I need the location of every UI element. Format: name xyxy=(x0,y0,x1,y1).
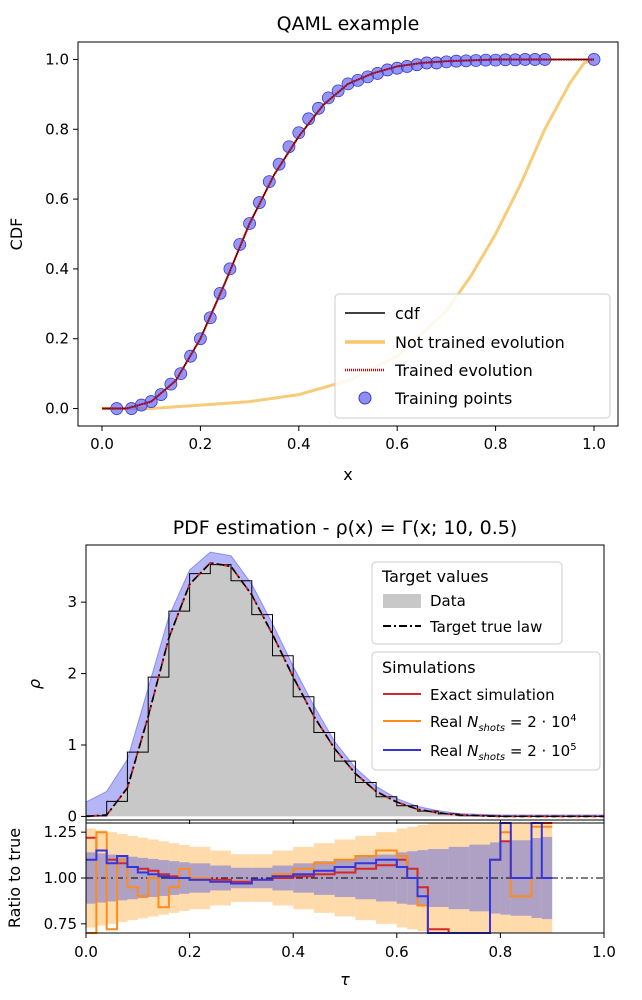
ratio-x-label: τ xyxy=(340,970,350,989)
pdf-legend-target-title: Target values xyxy=(381,567,489,586)
legend-target-law-label: Target true law xyxy=(429,618,542,636)
pdf-legend-simulations: Simulations Exact simulation Real Nshots… xyxy=(371,651,601,771)
training-point xyxy=(312,101,325,115)
ratio-x-tick-label: 1.0 xyxy=(592,943,616,961)
qaml-y-label: CDF xyxy=(7,218,26,251)
training-point xyxy=(321,91,335,105)
pdf-y-tick-label: 3 xyxy=(67,593,77,611)
ratio-y-tick-label: 1.25 xyxy=(44,823,77,841)
qaml-chart: QAML example 0.0 0.2 0.4 0.6 0.8 1.0 0.00.20.… xyxy=(7,13,619,484)
qaml-title: QAML example xyxy=(277,13,420,35)
ratio-band-2e5 xyxy=(313,861,335,895)
pdf-y-label: ρ xyxy=(25,679,44,689)
pdf-plot-area xyxy=(85,551,605,818)
legend-shots5-label: Real Nshots = 2 · 105 xyxy=(430,742,577,763)
qaml-y-tick-label: 0.6 xyxy=(45,190,69,208)
legend-training-points-swatch xyxy=(358,391,372,405)
legend-not-trained-label: Not trained evolution xyxy=(395,333,565,352)
ratio-band-2e5 xyxy=(427,849,449,907)
ratio-y-label: Ratio to true xyxy=(5,828,24,928)
legend-shots4-label: Real Nshots = 2 · 104 xyxy=(430,713,577,734)
training-point xyxy=(292,126,306,140)
ratio-real-2e5-step xyxy=(86,822,553,934)
qaml-y-tick-label: 0.4 xyxy=(45,260,69,278)
legend-data-swatch xyxy=(383,594,421,608)
qaml-x-ticks: 0.0 0.2 0.4 0.6 0.8 1.0 xyxy=(90,426,606,453)
training-point xyxy=(203,311,217,325)
ratio-chart: 0.0 0.2 0.4 0.6 0.8 1.0 0.75 1.00 1.25 τ Ratio … xyxy=(5,822,616,989)
qaml-plot-area xyxy=(102,53,601,415)
qaml-y-tick-label: 0.0 xyxy=(45,400,69,418)
training-point xyxy=(272,157,286,171)
ratio-y-tick-label: 0.75 xyxy=(44,915,77,933)
qaml-legend: cdf Not trained evolution Trained evolut… xyxy=(334,293,611,419)
pdf-legend-sim-box xyxy=(371,651,601,771)
ratio-x-tick-label: 0.0 xyxy=(74,943,98,961)
data-area xyxy=(86,562,604,817)
training-point xyxy=(282,140,296,154)
target-true-law-line xyxy=(85,562,604,818)
pdf-legend-sim-title: Simulations xyxy=(382,658,476,677)
legend-data-label: Data xyxy=(430,592,466,610)
qaml-axes-frame xyxy=(77,41,619,427)
legend-exact-label: Exact simulation xyxy=(430,686,555,704)
ratio-y-ticks: 0.75 1.00 1.25 xyxy=(44,823,86,933)
qaml-x-tick-label: 0.6 xyxy=(385,435,409,453)
ratio-x-tick-label: 0.4 xyxy=(281,943,305,961)
ratio-y-tick-label: 1.00 xyxy=(44,869,77,887)
legend-cdf-label: cdf xyxy=(395,304,420,323)
training-point xyxy=(253,196,266,209)
qaml-x-tick-label: 1.0 xyxy=(582,435,606,453)
pdf-y-tick-label: 2 xyxy=(67,665,77,683)
pdf-legend-target: Target values Data Target true law xyxy=(371,561,563,645)
pdf-title: PDF estimation - ρ(x) = Γ(x; 10, 0.5) xyxy=(173,517,518,539)
qaml-x-tick-label: 0.8 xyxy=(484,435,508,453)
training-point xyxy=(302,112,316,126)
qaml-x-tick-label: 0.0 xyxy=(90,435,114,453)
qaml-x-tick-label: 0.2 xyxy=(188,435,212,453)
pdf-y-tick-label: 1 xyxy=(67,736,77,754)
pdf-axes-frame xyxy=(85,544,605,821)
ratio-x-tick-label: 0.8 xyxy=(488,943,512,961)
qaml-y-ticks: 0.0 0.2 0.4 0.6 0.8 1.0 xyxy=(45,50,78,418)
ratio-band-2e5 xyxy=(500,841,511,915)
pdf-chart: PDF estimation - ρ(x) = Γ(x; 10, 0.5) 0 1… xyxy=(25,517,605,825)
ratio-x-ticks: 0.0 0.2 0.4 0.6 0.8 1.0 xyxy=(74,933,616,961)
trained-evolution-line xyxy=(102,58,594,410)
qaml-y-tick-label: 1.0 xyxy=(45,50,69,68)
pdf-y-tick-label: 0 xyxy=(67,807,77,825)
legend-trained-label: Trained evolution xyxy=(394,361,533,380)
ratio-band-2e5 xyxy=(293,863,314,893)
qaml-y-tick-label: 0.2 xyxy=(45,330,69,348)
legend-training-points-label: Training points xyxy=(394,389,512,408)
ratio-band-2e5 xyxy=(355,856,377,900)
ratio-plot-area xyxy=(86,822,604,934)
ratio-x-tick-label: 0.2 xyxy=(178,943,202,961)
qaml-x-tick-label: 0.4 xyxy=(287,435,311,453)
ratio-band-2e5 xyxy=(210,865,232,891)
qaml-legend-box xyxy=(334,293,611,419)
pdf-legend-target-box xyxy=(371,561,563,645)
qaml-x-label: x xyxy=(343,465,352,484)
qaml-y-tick-label: 0.8 xyxy=(45,120,69,138)
training-point xyxy=(262,175,276,189)
ratio-band-2e5 xyxy=(448,846,470,910)
ratio-x-tick-label: 0.6 xyxy=(385,943,409,961)
